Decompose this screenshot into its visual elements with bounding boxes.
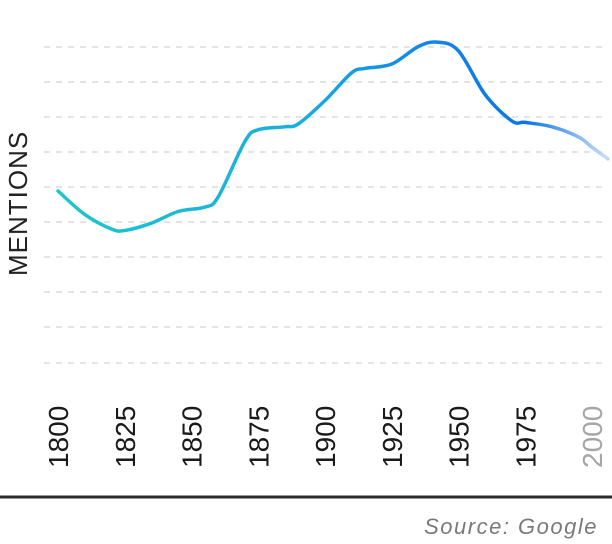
source-note: Source: Google [424, 514, 598, 539]
x-tick-label: 2000 [577, 406, 608, 468]
y-axis-label: MENTIONS [3, 131, 33, 276]
x-tick-label: 1825 [110, 406, 141, 468]
series-line-layer [56, 40, 610, 233]
x-tick-label: 1950 [444, 406, 475, 468]
x-tick-label: 1800 [43, 406, 74, 468]
x-tick-label: 1850 [177, 406, 208, 468]
x-tick-label: 1900 [310, 406, 341, 468]
x-tick-label: 1925 [377, 406, 408, 468]
x-tick-label: 1975 [510, 406, 541, 468]
x-tick-labels: 1800 1825 1850 1875 1900 1925 1950 1975 2000 [43, 406, 608, 468]
series-line [56, 40, 610, 233]
gridlines [44, 46, 604, 364]
x-tick-label: 1875 [243, 406, 274, 468]
